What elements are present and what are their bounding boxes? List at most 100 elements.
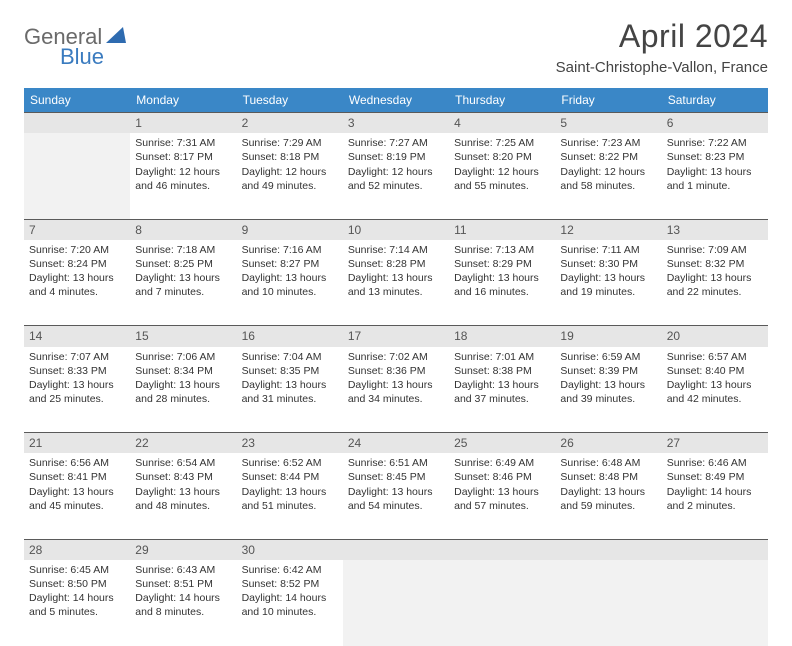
day-content-row: Sunrise: 7:07 AMSunset: 8:33 PMDaylight:… [24,347,768,433]
day-number: 3 [343,113,449,134]
day-cell [24,133,130,219]
day-cell: Sunrise: 7:22 AMSunset: 8:23 PMDaylight:… [662,133,768,219]
day-cell [662,560,768,646]
day-number: 15 [130,326,236,347]
sunset-text: Sunset: 8:34 PM [135,364,231,378]
header: General April 2024 Saint-Christophe-Vall… [24,18,768,76]
sunset-text: Sunset: 8:40 PM [667,364,763,378]
day-number: 14 [24,326,130,347]
daylight-text: and 51 minutes. [242,499,338,513]
day-number: 22 [130,433,236,454]
sunrise-text: Sunrise: 6:49 AM [454,456,550,470]
sunset-text: Sunset: 8:28 PM [348,257,444,271]
sunrise-text: Sunrise: 6:51 AM [348,456,444,470]
sunset-text: Sunset: 8:49 PM [667,470,763,484]
daylight-text: Daylight: 13 hours [242,271,338,285]
day-cell [449,560,555,646]
day-number [662,539,768,560]
sunset-text: Sunset: 8:39 PM [560,364,656,378]
daylight-text: and 57 minutes. [454,499,550,513]
logo-triangle-icon [106,27,126,48]
location: Saint-Christophe-Vallon, France [556,59,768,76]
sunrise-text: Sunrise: 7:31 AM [135,136,231,150]
sunrise-text: Sunrise: 7:06 AM [135,350,231,364]
sunset-text: Sunset: 8:48 PM [560,470,656,484]
day-number: 16 [237,326,343,347]
day-cell: Sunrise: 7:09 AMSunset: 8:32 PMDaylight:… [662,240,768,326]
daylight-text: and 22 minutes. [667,285,763,299]
daylight-text: and 5 minutes. [29,605,125,619]
day-cell: Sunrise: 6:57 AMSunset: 8:40 PMDaylight:… [662,347,768,433]
daylight-text: and 10 minutes. [242,605,338,619]
sunrise-text: Sunrise: 6:56 AM [29,456,125,470]
title-block: April 2024 Saint-Christophe-Vallon, Fran… [556,18,768,76]
daylight-text: Daylight: 12 hours [242,165,338,179]
sunrise-text: Sunrise: 7:02 AM [348,350,444,364]
daylight-text: and 8 minutes. [135,605,231,619]
sunset-text: Sunset: 8:50 PM [29,577,125,591]
daylight-text: Daylight: 13 hours [560,271,656,285]
sunrise-text: Sunrise: 7:22 AM [667,136,763,150]
day-number: 13 [662,219,768,240]
daylight-text: Daylight: 13 hours [135,485,231,499]
sunrise-text: Sunrise: 7:18 AM [135,243,231,257]
daylight-text: and 54 minutes. [348,499,444,513]
daylight-text: Daylight: 13 hours [135,271,231,285]
day-number-row: 21222324252627 [24,433,768,454]
sunset-text: Sunset: 8:22 PM [560,150,656,164]
day-number-row: 123456 [24,113,768,134]
day-cell: Sunrise: 7:27 AMSunset: 8:19 PMDaylight:… [343,133,449,219]
day-cell: Sunrise: 6:48 AMSunset: 8:48 PMDaylight:… [555,453,661,539]
sunrise-text: Sunrise: 7:07 AM [29,350,125,364]
daylight-text: Daylight: 13 hours [135,378,231,392]
sunset-text: Sunset: 8:38 PM [454,364,550,378]
daylight-text: Daylight: 13 hours [667,165,763,179]
day-cell: Sunrise: 7:06 AMSunset: 8:34 PMDaylight:… [130,347,236,433]
day-number: 27 [662,433,768,454]
sunset-text: Sunset: 8:17 PM [135,150,231,164]
sunset-text: Sunset: 8:32 PM [667,257,763,271]
sunset-text: Sunset: 8:30 PM [560,257,656,271]
daylight-text: Daylight: 12 hours [348,165,444,179]
daylight-text: Daylight: 13 hours [29,378,125,392]
day-cell: Sunrise: 7:31 AMSunset: 8:17 PMDaylight:… [130,133,236,219]
sunrise-text: Sunrise: 7:29 AM [242,136,338,150]
weekday-header: Saturday [662,88,768,113]
daylight-text: Daylight: 12 hours [560,165,656,179]
weekday-header: Monday [130,88,236,113]
sunrise-text: Sunrise: 6:54 AM [135,456,231,470]
sunrise-text: Sunrise: 6:48 AM [560,456,656,470]
daylight-text: Daylight: 13 hours [348,271,444,285]
daylight-text: Daylight: 13 hours [454,378,550,392]
daylight-text: Daylight: 12 hours [135,165,231,179]
day-cell: Sunrise: 6:59 AMSunset: 8:39 PMDaylight:… [555,347,661,433]
calendar-body: 123456Sunrise: 7:31 AMSunset: 8:17 PMDay… [24,113,768,646]
daylight-text: and 55 minutes. [454,179,550,193]
daylight-text: and 19 minutes. [560,285,656,299]
day-number-row: 282930 [24,539,768,560]
daylight-text: and 34 minutes. [348,392,444,406]
month-title: April 2024 [556,18,768,55]
weekday-header-row: Sunday Monday Tuesday Wednesday Thursday… [24,88,768,113]
daylight-text: and 13 minutes. [348,285,444,299]
day-number: 7 [24,219,130,240]
day-number: 24 [343,433,449,454]
day-number [449,539,555,560]
daylight-text: Daylight: 14 hours [135,591,231,605]
sunset-text: Sunset: 8:29 PM [454,257,550,271]
day-cell: Sunrise: 6:49 AMSunset: 8:46 PMDaylight:… [449,453,555,539]
daylight-text: and 10 minutes. [242,285,338,299]
day-number: 12 [555,219,661,240]
daylight-text: Daylight: 13 hours [348,485,444,499]
day-cell: Sunrise: 6:42 AMSunset: 8:52 PMDaylight:… [237,560,343,646]
day-number: 2 [237,113,343,134]
day-number: 6 [662,113,768,134]
day-cell: Sunrise: 6:51 AMSunset: 8:45 PMDaylight:… [343,453,449,539]
weekday-header: Wednesday [343,88,449,113]
day-cell: Sunrise: 7:29 AMSunset: 8:18 PMDaylight:… [237,133,343,219]
day-number-row: 14151617181920 [24,326,768,347]
daylight-text: Daylight: 14 hours [667,485,763,499]
daylight-text: Daylight: 13 hours [454,485,550,499]
sunrise-text: Sunrise: 6:45 AM [29,563,125,577]
daylight-text: Daylight: 13 hours [560,378,656,392]
